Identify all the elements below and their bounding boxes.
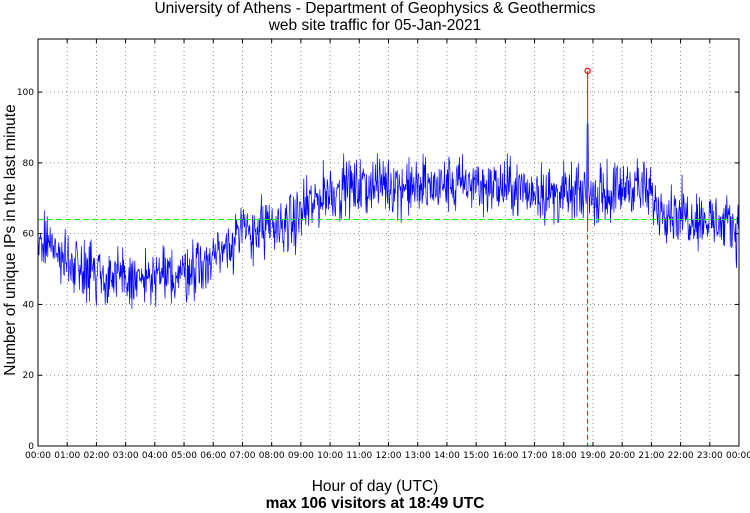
plot-frame: [37, 38, 740, 447]
x-tick-label: 11:00: [346, 451, 372, 461]
y-tick-label: 40: [23, 300, 35, 310]
x-tick-label: 21:00: [638, 451, 664, 461]
x-tick-label: 20:00: [609, 451, 635, 461]
annotation-layer: [584, 67, 591, 446]
grid-layer: [38, 39, 739, 446]
max-visitors-caption: max 106 visitors at 18:49 UTC: [265, 495, 485, 512]
x-tick-label: 08:00: [259, 451, 285, 461]
x-tick-label: 18:00: [551, 451, 577, 461]
x-tick-label: 12:00: [376, 451, 402, 461]
y-tick-label: 20: [23, 371, 35, 381]
x-tick-label: 13:00: [405, 451, 431, 461]
x-tick-label: 09:00: [288, 451, 314, 461]
x-axis-label: Hour of day (UTC): [311, 478, 439, 495]
x-tick-label: 15:00: [463, 451, 489, 461]
chart-subtitle: web site traffic for 05-Jan-2021: [268, 17, 482, 34]
x-tick-label: 19:00: [580, 451, 606, 461]
tick-layer: 00:00 01:00 02:00 03:00 04:00 05:00 06:00 07:00…: [17, 39, 750, 461]
x-tick-label: 07:00: [229, 451, 255, 461]
x-tick-label: 00:00: [726, 451, 750, 461]
x-tick-label: 16:00: [492, 451, 518, 461]
chart-title: University of Athens - Department of Geo…: [154, 0, 596, 17]
x-tick-label: 10:00: [317, 451, 343, 461]
x-tick-label: 00:00: [25, 451, 51, 461]
x-tick-label: 04:00: [142, 451, 168, 461]
x-tick-label: 03:00: [113, 451, 139, 461]
traffic-series-line: [37, 123, 739, 310]
max-marker-point: [584, 67, 591, 75]
y-tick-label: 60: [23, 230, 35, 240]
x-tick-label: 22:00: [668, 451, 694, 461]
x-tick-label: 05:00: [171, 451, 197, 461]
y-tick-label: 80: [23, 159, 35, 169]
series-layer: [37, 123, 739, 310]
x-tick-label: 02:00: [83, 451, 109, 461]
x-tick-label: 23:00: [697, 451, 723, 461]
y-tick-label: 100: [17, 88, 34, 98]
y-tick-label: 0: [28, 442, 34, 452]
x-tick-label: 01:00: [54, 451, 80, 461]
x-tick-label: 17:00: [522, 451, 548, 461]
x-tick-label: 06:00: [200, 451, 226, 461]
x-tick-label: 14:00: [434, 451, 460, 461]
